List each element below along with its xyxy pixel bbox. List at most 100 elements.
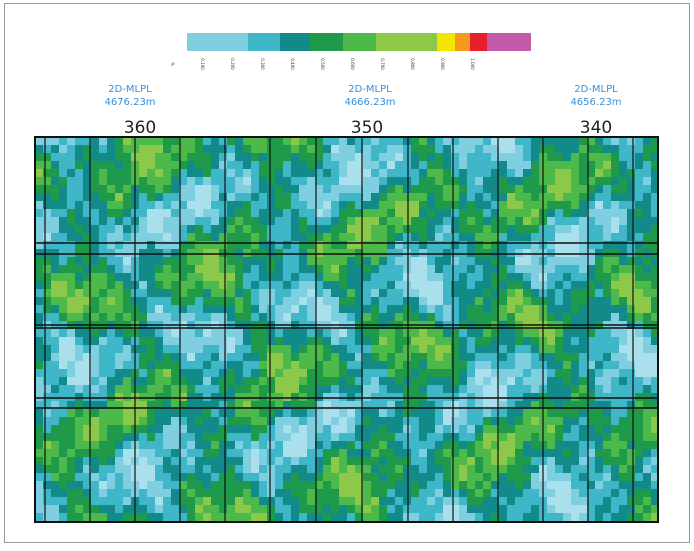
- map-cell: [35, 505, 43, 513]
- map-cell: [171, 193, 179, 201]
- map-cell: [523, 465, 531, 473]
- map-cell: [99, 337, 107, 345]
- map-cell: [43, 289, 51, 297]
- map-cell: [291, 393, 299, 401]
- map-cell: [139, 217, 147, 225]
- map-cell: [123, 209, 131, 217]
- map-cell: [43, 137, 51, 145]
- map-cell: [195, 153, 203, 161]
- map-cell: [139, 473, 147, 481]
- map-cell: [563, 313, 571, 321]
- map-cell: [627, 169, 635, 177]
- map-cell: [635, 137, 643, 145]
- map-cell: [283, 281, 291, 289]
- map-cell: [115, 137, 123, 145]
- map-cell: [387, 337, 395, 345]
- map-cell: [371, 433, 379, 441]
- map-cell: [275, 457, 283, 465]
- map-cell: [579, 489, 587, 497]
- map-cell: [259, 137, 267, 145]
- map-cell: [499, 281, 507, 289]
- map-cell: [579, 353, 587, 361]
- map-cell: [483, 441, 491, 449]
- map-cell: [91, 217, 99, 225]
- map-cell: [635, 449, 643, 457]
- map-cell: [475, 289, 483, 297]
- map-cell: [251, 425, 259, 433]
- map-cell: [331, 377, 339, 385]
- map-cell: [451, 369, 459, 377]
- map-cell: [619, 353, 627, 361]
- map-cell: [459, 201, 467, 209]
- map-cell: [395, 313, 403, 321]
- map-cell: [187, 345, 195, 353]
- map-cell: [147, 185, 155, 193]
- map-cell: [211, 153, 219, 161]
- map-cell: [563, 273, 571, 281]
- map-cell: [227, 361, 235, 369]
- map-cell: [155, 417, 163, 425]
- map-cell: [555, 137, 563, 145]
- map-cell: [211, 201, 219, 209]
- map-cell: [475, 441, 483, 449]
- map-cell: [91, 497, 99, 505]
- map-cell: [635, 417, 643, 425]
- map-cell: [363, 169, 371, 177]
- map-cell: [515, 169, 523, 177]
- map-cell: [147, 337, 155, 345]
- map-cell: [515, 313, 523, 321]
- map-cell: [563, 201, 571, 209]
- map-cell: [339, 233, 347, 241]
- map-cell: [635, 201, 643, 209]
- map-cell: [339, 137, 347, 145]
- map-cell: [299, 385, 307, 393]
- map-cell: [243, 273, 251, 281]
- map-cell: [531, 345, 539, 353]
- map-cell: [323, 161, 331, 169]
- map-cell: [259, 353, 267, 361]
- map-cell: [91, 137, 99, 145]
- map-cell: [147, 473, 155, 481]
- map-cell: [219, 201, 227, 209]
- map-cell: [51, 177, 59, 185]
- map-cell: [275, 233, 283, 241]
- map-cell: [227, 193, 235, 201]
- map-cell: [67, 417, 75, 425]
- map-cell: [235, 153, 243, 161]
- map-cell: [163, 185, 171, 193]
- map-cell: [243, 169, 251, 177]
- map-cell: [243, 297, 251, 305]
- map-cell: [595, 225, 603, 233]
- map-cell: [283, 273, 291, 281]
- map-cell: [571, 169, 579, 177]
- map-cell: [243, 433, 251, 441]
- map-cell: [299, 161, 307, 169]
- map-cell: [395, 329, 403, 337]
- map-cell: [627, 353, 635, 361]
- map-cell: [35, 473, 43, 481]
- map-cell: [619, 489, 627, 497]
- map-cell: [267, 497, 275, 505]
- map-cell: [419, 449, 427, 457]
- map-cell: [251, 457, 259, 465]
- map-cell: [507, 281, 515, 289]
- map-cell: [211, 377, 219, 385]
- map-cell: [531, 177, 539, 185]
- map-cell: [347, 249, 355, 257]
- map-cell: [67, 145, 75, 153]
- map-cell: [603, 265, 611, 273]
- map-cell: [171, 209, 179, 217]
- map-cell: [579, 425, 587, 433]
- map-cell: [291, 385, 299, 393]
- map-cell: [387, 425, 395, 433]
- map-cell: [515, 497, 523, 505]
- map-cell: [307, 305, 315, 313]
- map-cell: [43, 449, 51, 457]
- map-cell: [171, 273, 179, 281]
- map-cell: [443, 393, 451, 401]
- map-cell: [243, 505, 251, 513]
- map-cell: [507, 513, 515, 521]
- map-cell: [427, 337, 435, 345]
- map-cell: [75, 433, 83, 441]
- map-cell: [627, 481, 635, 489]
